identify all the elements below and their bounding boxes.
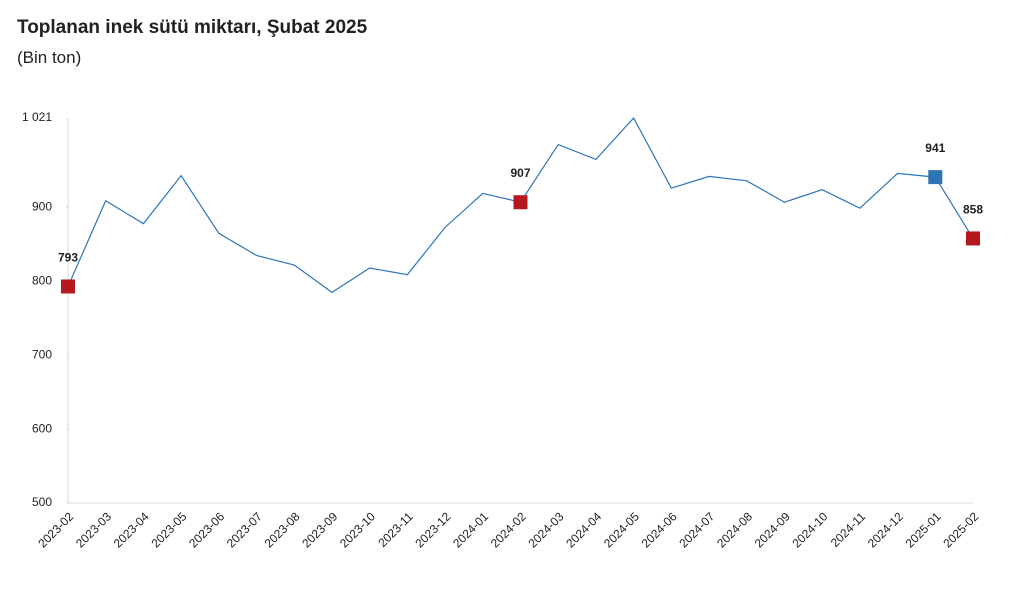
y-tick-label: 700 [32,347,52,361]
y-tick-label: 800 [32,273,52,287]
chart-title: Toplanan inek sütü miktarı, Şubat 2025 [17,17,368,38]
x-tick-label: 2024-06 [639,509,680,550]
x-tick-label: 2024-10 [789,509,830,550]
marker [61,279,75,294]
data-label: 793 [58,250,78,264]
x-tick-label: 2024-03 [526,509,567,550]
data-label: 907 [510,166,530,180]
x-tick-label: 2024-02 [488,509,529,550]
marker [513,195,528,210]
x-tick-label: 2024-12 [865,509,906,550]
x-tick-label: 2024-11 [828,509,869,550]
y-tick-label: 600 [32,421,52,435]
x-tick-label: 2024-04 [563,509,604,550]
x-tick-label: 2024-07 [676,509,717,550]
data-label: 941 [925,141,945,155]
x-tick-label: 2023-06 [186,509,227,550]
y-tick-label: 500 [32,495,52,509]
x-tick-label: 2023-08 [262,509,303,550]
x-tick-label: 2023-03 [73,509,114,550]
x-tick-label: 2024-01 [450,509,491,550]
marker [966,231,980,246]
x-tick-label: 2023-07 [224,509,265,550]
y-tick-label: 900 [32,200,52,214]
chart-subtitle: (Bin ton) [17,48,81,67]
x-tick-label: 2023-05 [148,509,189,550]
x-tick-label: 2023-12 [412,509,453,550]
x-tick-label: 2024-05 [601,509,642,550]
marker [928,170,943,185]
x-tick-label: 2023-11 [375,509,416,550]
x-tick-label: 2025-02 [940,509,981,550]
x-tick-label: 2023-09 [299,509,340,550]
x-tick-label: 2024-08 [714,509,755,550]
x-tick-label: 2023-04 [111,509,152,550]
x-tick-label: 2025-01 [903,509,944,550]
y-tick-label: 1 021 [22,110,52,124]
x-tick-label: 2024-09 [752,509,793,550]
data-label: 858 [963,202,983,216]
x-tick-label: 2023-10 [337,509,378,550]
x-tick-label: 2023-02 [35,509,76,550]
